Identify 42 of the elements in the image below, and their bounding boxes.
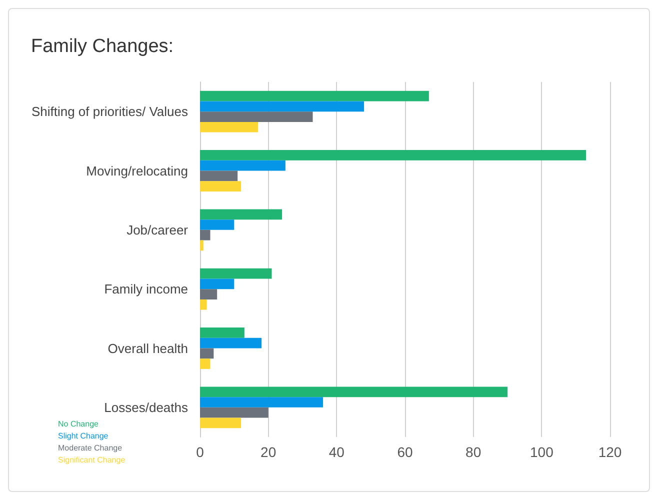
- x-tick-label: 120: [598, 444, 622, 460]
- bar: [200, 358, 210, 369]
- bar: [200, 240, 204, 251]
- bar: [200, 407, 268, 418]
- y-tick-label: Losses/deaths: [104, 400, 188, 415]
- x-tick-label: 40: [328, 444, 345, 460]
- x-tick-label: 20: [260, 444, 276, 460]
- bar: [200, 150, 586, 160]
- bar: [200, 289, 218, 300]
- bar: [200, 220, 234, 230]
- text: Slight Change: [58, 432, 109, 440]
- bar: [200, 348, 214, 359]
- x-tick-label: 60: [397, 444, 413, 460]
- bar: [200, 278, 234, 290]
- text: No Change: [58, 420, 100, 428]
- bar: [200, 170, 238, 182]
- x-tick-label: 100: [530, 444, 554, 460]
- text: Significant Change: [58, 456, 126, 464]
- bar: [200, 299, 207, 310]
- bar: [200, 90, 429, 102]
- bar: [200, 418, 241, 428]
- y-tick-label: Moving/relocating: [86, 163, 188, 178]
- bar: [200, 268, 272, 279]
- bar: [200, 209, 282, 220]
- bar: [200, 112, 313, 122]
- bar: [200, 386, 508, 398]
- bar: [200, 230, 210, 240]
- bar: [200, 181, 241, 192]
- y-tick-label: Overall health: [108, 340, 188, 356]
- y-tick-label: Job/career: [126, 222, 189, 238]
- y-tick-label: Shifting of priorities/ Values: [31, 104, 188, 120]
- bar: [200, 397, 323, 408]
- bar: [200, 328, 244, 338]
- chart-title: Family Changes:: [31, 36, 174, 57]
- bar: [200, 101, 364, 112]
- bar: [200, 338, 262, 348]
- x-tick-label: 0: [196, 444, 204, 460]
- bar: [200, 122, 258, 132]
- bar: [200, 160, 286, 171]
- y-tick-label: Family income: [104, 282, 188, 297]
- text: Moderate Change: [58, 444, 123, 452]
- x-tick-label: 80: [466, 444, 482, 460]
